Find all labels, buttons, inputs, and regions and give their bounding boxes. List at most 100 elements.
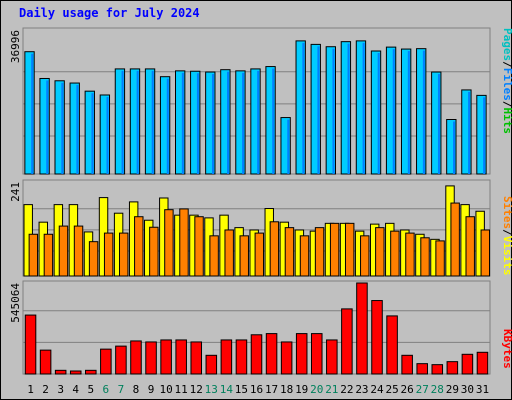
legend-label: / — [501, 101, 512, 108]
bar-sites — [88, 241, 99, 277]
bar-kbytes — [100, 348, 112, 375]
bar-hits — [24, 51, 35, 175]
bar-kbytes — [431, 364, 444, 375]
bar-hits — [129, 68, 141, 175]
bar-kbytes — [341, 308, 353, 375]
legend-label: / — [501, 61, 512, 68]
bar-files — [91, 93, 94, 174]
bar-hits — [84, 90, 95, 175]
bar-kbytes — [39, 349, 52, 375]
x-tick-label: 10 — [159, 383, 172, 396]
x-tick-label: 8 — [133, 383, 140, 396]
bar-files — [227, 71, 230, 174]
bar-kbytes — [190, 341, 203, 375]
x-tick-label: 13 — [205, 383, 218, 396]
bar-kbytes — [85, 369, 97, 375]
bar-hits — [205, 71, 216, 175]
bar-kbytes — [235, 339, 248, 375]
bar-sites — [299, 235, 310, 277]
bar-kbytes — [220, 339, 233, 375]
bar-kbytes — [356, 282, 368, 375]
bar-kbytes — [326, 339, 338, 375]
legend-label: KBytes — [501, 329, 512, 369]
bar-files — [317, 46, 320, 174]
bar-hits — [265, 66, 276, 175]
bar-sites — [375, 227, 385, 277]
bar-sites — [134, 216, 144, 277]
bar-hits — [476, 94, 487, 175]
bar-sites — [390, 230, 400, 277]
x-tick-label: 17 — [265, 383, 278, 396]
bar-sites — [284, 227, 295, 277]
bar-sites — [224, 229, 234, 277]
bar-files — [61, 82, 64, 174]
bar-sites — [329, 222, 340, 277]
bar-files — [242, 72, 245, 174]
x-tick-label: 16 — [250, 383, 263, 396]
x-tick-label: 27 — [416, 383, 429, 396]
bar-sites — [480, 229, 490, 277]
bar-files — [483, 97, 486, 174]
bar-files — [437, 74, 440, 174]
bar-hits — [220, 69, 231, 175]
bar-kbytes — [446, 361, 459, 375]
bar-hits — [235, 70, 246, 175]
bar-hits — [39, 77, 50, 175]
bar-hits — [370, 50, 382, 175]
bar-files — [166, 78, 169, 174]
x-tick-label: 29 — [446, 383, 459, 396]
bar-files — [121, 70, 124, 174]
legend-label: Visits — [501, 236, 512, 276]
bar-hits — [431, 71, 442, 175]
bar-sites — [179, 208, 189, 277]
bar-hits — [416, 48, 427, 175]
bar-files — [151, 70, 154, 174]
bar-hits — [250, 68, 261, 175]
bar-kbytes — [371, 300, 383, 375]
bar-kbytes — [250, 334, 263, 375]
bar-hits — [144, 68, 156, 175]
bar-hits — [280, 117, 291, 175]
bar-kbytes — [160, 339, 172, 375]
bar-kbytes — [145, 341, 157, 375]
x-tick-label: 14 — [220, 383, 234, 396]
x-tick-label: 23 — [355, 383, 368, 396]
x-tick-label: 21 — [325, 383, 338, 396]
bar-hits — [159, 76, 171, 175]
bar-kbytes — [416, 363, 428, 375]
bar-kbytes — [130, 340, 142, 375]
bar-files — [468, 91, 471, 174]
x-tick-label: 25 — [385, 383, 398, 396]
bar-hits — [385, 46, 397, 175]
bar-sites — [450, 202, 460, 277]
bar-sites — [43, 233, 54, 277]
x-tick-label: 9 — [148, 383, 155, 396]
legend-label: / — [501, 229, 512, 236]
bar-hits — [175, 70, 186, 175]
bar-files — [31, 53, 34, 174]
bar-sites — [73, 225, 84, 277]
bar-kbytes — [115, 345, 127, 375]
bar-files — [453, 121, 456, 174]
bar-hits — [54, 80, 65, 175]
bar-hits — [114, 68, 126, 175]
bar-files — [347, 43, 350, 174]
y-axis-max-label: 545064 — [9, 283, 22, 323]
x-tick-label: 18 — [280, 383, 293, 396]
bar-files — [211, 74, 214, 174]
right-axis-label: Pages/Files/Hits — [501, 28, 512, 134]
right-axis-label: Sites/Visits — [501, 196, 512, 276]
bar-sites — [435, 240, 445, 277]
bar-kbytes — [295, 333, 308, 375]
x-tick-label: 12 — [190, 383, 203, 396]
bar-files — [196, 73, 199, 174]
bar-files — [106, 96, 109, 174]
bar-kbytes — [386, 315, 398, 375]
bar-kbytes — [205, 354, 218, 375]
bar-hits — [310, 43, 321, 175]
bar-kbytes — [401, 354, 413, 375]
x-tick-label: 6 — [103, 383, 110, 396]
bar-sites — [465, 216, 475, 277]
x-tick-label: 11 — [175, 383, 188, 396]
